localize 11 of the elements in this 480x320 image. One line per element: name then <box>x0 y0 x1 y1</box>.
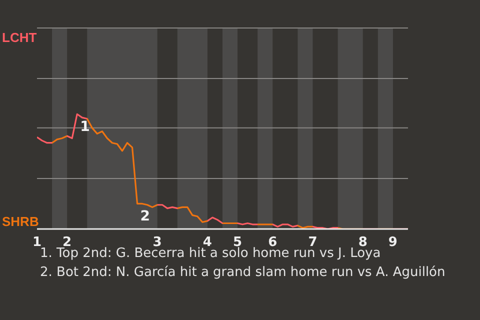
text: LCHT <box>2 30 37 45</box>
x-tick-label: 9 <box>388 235 398 250</box>
annotation: 1 <box>80 119 90 136</box>
annotation: 2 <box>140 208 150 225</box>
x-tick-label: 3 <box>152 235 162 250</box>
x-tick-label: 6 <box>268 235 278 250</box>
annotation: SHRB <box>2 214 39 229</box>
x-tick-label: 1 <box>32 235 42 250</box>
x-tick-label: 8 <box>358 235 368 250</box>
text: 2. Bot 2nd: N. García hit a grand slam home run vs A. Aguillón <box>40 264 446 282</box>
x-tick-label: 7 <box>308 235 318 250</box>
